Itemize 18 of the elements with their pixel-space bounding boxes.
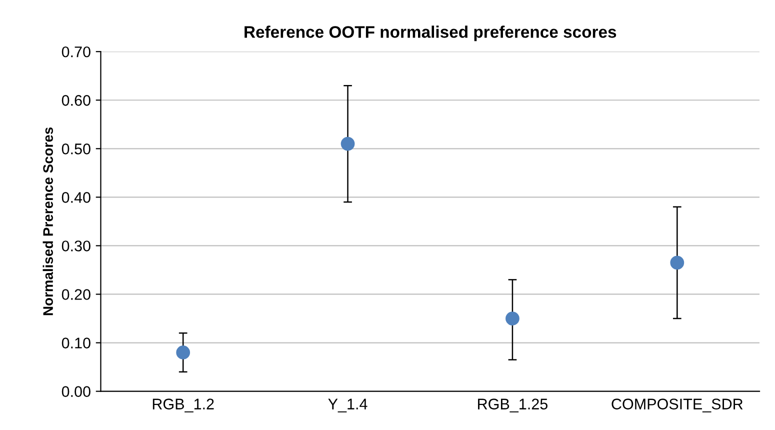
y-tick-label: 0.30: [62, 240, 90, 252]
x-tick-label: RGB_1.25: [478, 398, 548, 412]
y-tick-label: 0.10: [62, 338, 90, 348]
point: [176, 346, 190, 360]
x-tick-label: Y_1.4: [328, 398, 368, 412]
x-tick-label: COMPOSITE_SDR: [612, 398, 743, 412]
y-tick-label: 0.00: [62, 386, 90, 397]
point: [670, 256, 684, 270]
y-axis-title: Normalised Prerence Scores: [42, 127, 53, 316]
y-tick-label: 0.70: [62, 46, 90, 58]
x-tick-label: RGB_1.2: [152, 398, 214, 412]
y-tick-label: 0.40: [62, 192, 90, 203]
y-tick-label: 0.50: [62, 144, 90, 154]
chart-title: Reference OOTF normalised preference scores: [244, 26, 616, 42]
y-tick-label: 0.20: [62, 289, 90, 300]
point: [506, 312, 520, 326]
y-tick-label: 0.60: [62, 94, 90, 106]
point: [340, 136, 355, 151]
